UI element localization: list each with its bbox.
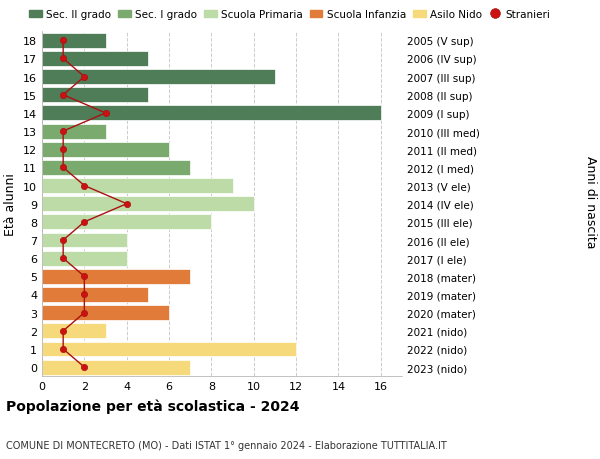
Bar [42,287,148,302]
Bar [42,124,106,139]
Bar [42,70,275,85]
Y-axis label: Età alunni: Età alunni [4,173,17,235]
Bar [42,342,296,357]
Bar [42,88,148,103]
Bar [42,197,254,212]
Text: Popolazione per età scolastica - 2024: Popolazione per età scolastica - 2024 [6,398,299,413]
Bar [42,360,190,375]
Text: COMUNE DI MONTECRETO (MO) - Dati ISTAT 1° gennaio 2024 - Elaborazione TUTTITALIA: COMUNE DI MONTECRETO (MO) - Dati ISTAT 1… [6,440,447,450]
Bar [42,52,148,67]
Bar [42,106,381,121]
Bar [42,215,211,230]
Bar [42,161,190,175]
Bar [42,251,127,266]
Bar [42,34,106,49]
Legend: Sec. II grado, Sec. I grado, Scuola Primaria, Scuola Infanzia, Asilo Nido, Stran: Sec. II grado, Sec. I grado, Scuola Prim… [29,10,551,20]
Bar [42,142,169,157]
Text: Anni di nascita: Anni di nascita [584,156,597,248]
Bar [42,233,127,248]
Bar [42,269,190,284]
Bar [42,179,233,194]
Bar [42,306,169,320]
Bar [42,324,106,339]
